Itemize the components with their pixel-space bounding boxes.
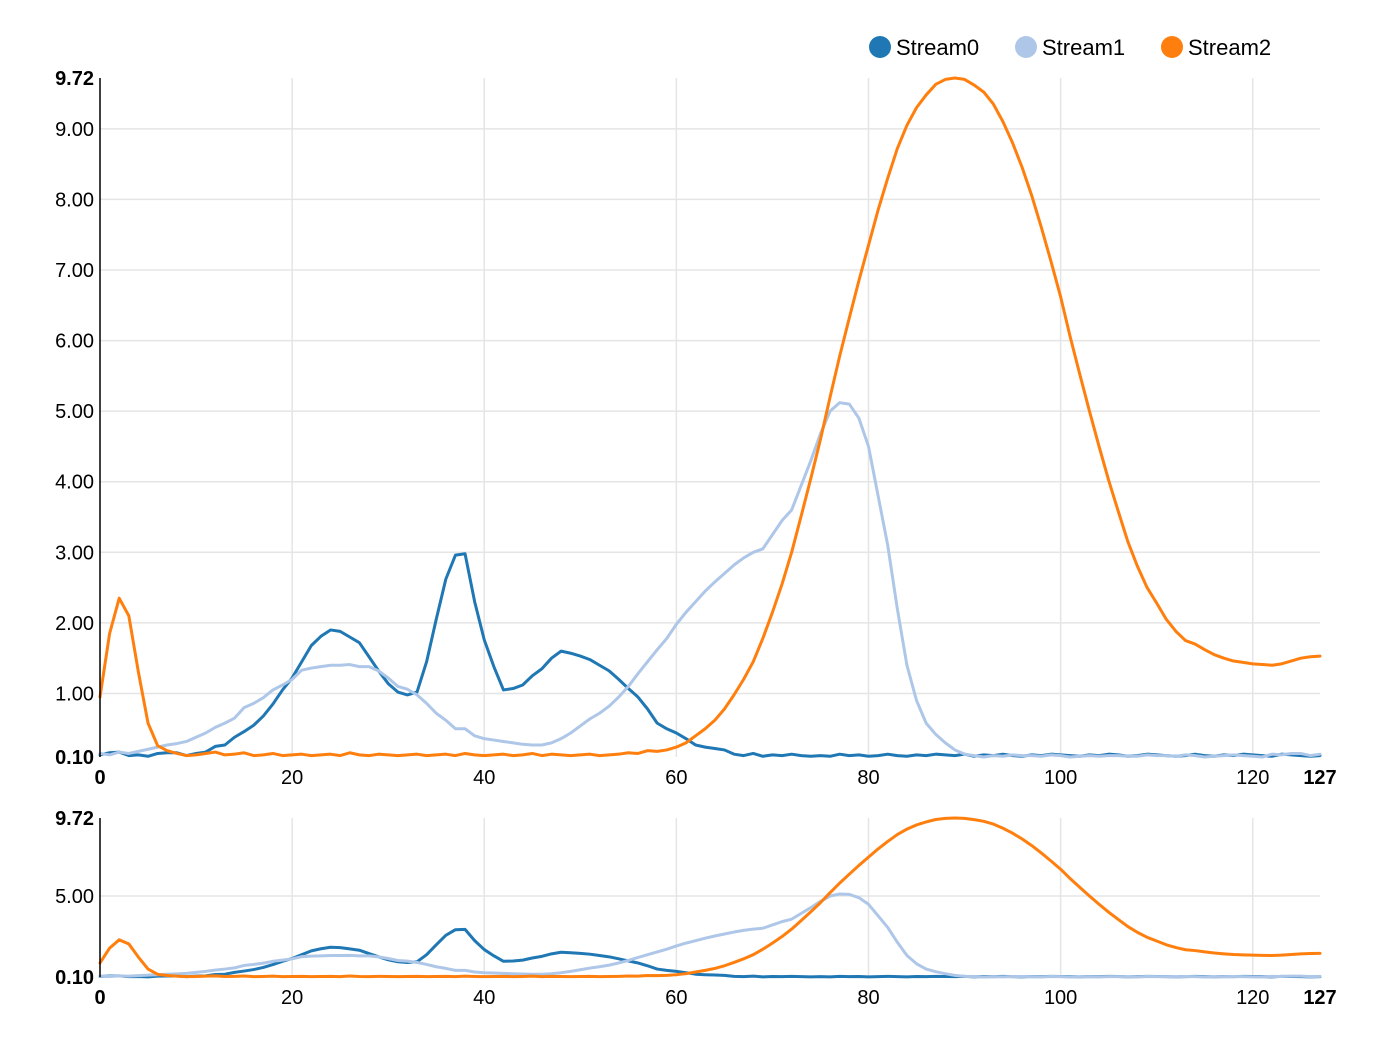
context-y-tick-label: 9.72	[55, 808, 94, 830]
focus-y-tick-label: 9.72	[55, 68, 94, 90]
focus-y-tick-label: 0.10	[55, 747, 94, 769]
legend-item-stream2[interactable]: Stream2	[1161, 35, 1271, 60]
focus-y-tick-label: 9.00	[55, 119, 94, 141]
legend-item-stream0[interactable]: Stream0	[869, 35, 979, 60]
focus-y-tick-label: 3.00	[55, 542, 94, 564]
context-x-tick-label: 20	[281, 987, 303, 1009]
context-chart-panel[interactable]: 0 20 40 60 80 100 120 127 0.10 5.00 9.72	[55, 808, 1337, 1009]
focus-grid	[100, 78, 1320, 757]
legend-label-stream2: Stream2	[1188, 35, 1271, 60]
context-x-tick-label: 100	[1044, 987, 1077, 1009]
focus-y-tick-label: 7.00	[55, 260, 94, 282]
context-x-tick-label: 40	[473, 987, 495, 1009]
context-y-tick-label: 0.10	[55, 967, 94, 989]
focus-x-tick-label: 80	[857, 767, 879, 789]
legend-item-stream1[interactable]: Stream1	[1015, 35, 1125, 60]
context-series-line-stream2[interactable]	[98, 816, 1322, 979]
context-x-tick-label: 80	[857, 987, 879, 1009]
focus-x-tick-label: 120	[1236, 767, 1269, 789]
focus-y-tick-label: 4.00	[55, 472, 94, 494]
context-series	[98, 816, 1322, 979]
focus-x-tick-label: 20	[281, 767, 303, 789]
legend-label-stream1: Stream1	[1042, 35, 1125, 60]
context-x-tick-label: 127	[1303, 987, 1336, 1009]
focus-x-tick-label: 0	[94, 767, 105, 789]
context-series-line-stream1[interactable]	[98, 892, 1322, 979]
context-x-tick-label: 60	[665, 987, 687, 1009]
focus-series	[98, 76, 1322, 759]
focus-y-tick-label: 6.00	[55, 331, 94, 353]
context-y-tick-label: 5.00	[55, 886, 94, 908]
focus-y-tick-label: 2.00	[55, 613, 94, 635]
focus-y-tick-label: 8.00	[55, 189, 94, 211]
context-x-tick-label: 0	[94, 987, 105, 1009]
focus-y-tick-label: 5.00	[55, 401, 94, 423]
legend-swatch-stream0	[869, 36, 891, 58]
focus-y-tick-label: 1.00	[55, 683, 94, 705]
legend-swatch-stream2	[1161, 36, 1183, 58]
context-grid	[100, 818, 1320, 977]
focus-axes: 0 20 40 60 80 100 120 127 0.10 1.00 2.00 3.00 4.00 5.…	[55, 68, 1337, 789]
focus-x-tick-label: 60	[665, 767, 687, 789]
focus-series-line-stream2[interactable]	[98, 76, 1322, 758]
legend-swatch-stream1	[1015, 36, 1037, 58]
context-axes: 0 20 40 60 80 100 120 127 0.10 5.00 9.72	[55, 808, 1337, 1009]
legend-label-stream0: Stream0	[896, 35, 979, 60]
focus-series-line-stream1[interactable]	[98, 401, 1322, 759]
focus-x-tick-label: 40	[473, 767, 495, 789]
legend: Stream0 Stream1 Stream2	[869, 35, 1271, 60]
focus-chart-panel[interactable]: 0 20 40 60 80 100 120 127 0.10 1.00 2.00 3.00 4.00 5.…	[55, 68, 1337, 789]
focus-x-tick-label: 127	[1303, 767, 1336, 789]
focus-x-tick-label: 100	[1044, 767, 1077, 789]
context-x-tick-label: 120	[1236, 987, 1269, 1009]
